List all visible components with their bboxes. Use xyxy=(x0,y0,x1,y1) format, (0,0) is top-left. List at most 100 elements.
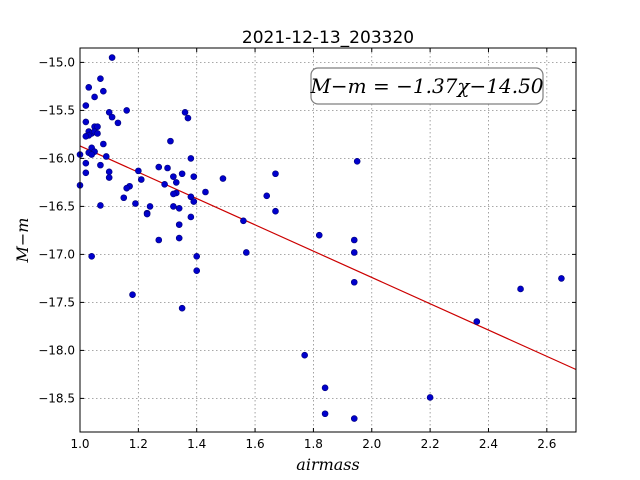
y-tick-label: −16.5 xyxy=(38,199,75,213)
data-point xyxy=(272,207,279,215)
annotation-box xyxy=(310,67,544,105)
data-point xyxy=(190,173,198,180)
data-point xyxy=(170,173,177,180)
data-point xyxy=(315,231,323,239)
data-point xyxy=(240,217,247,225)
y-tick-label: −18.5 xyxy=(38,391,75,405)
data-point xyxy=(321,384,329,392)
data-point xyxy=(517,285,524,293)
x-tick-label: 2.6 xyxy=(537,437,556,451)
data-point xyxy=(155,236,163,244)
x-tick-label: 1.2 xyxy=(129,437,148,451)
x-tick-label: 2.4 xyxy=(479,437,498,451)
data-point xyxy=(473,318,481,325)
data-point xyxy=(82,159,90,167)
data-point xyxy=(164,164,171,172)
data-point xyxy=(321,410,329,418)
data-point xyxy=(132,200,139,207)
annotation-text: M−m = −1.37χ−14.50 xyxy=(309,74,543,98)
data-point xyxy=(193,267,201,275)
data-point xyxy=(202,188,209,196)
data-point xyxy=(146,203,154,210)
data-point xyxy=(105,168,113,176)
data-point xyxy=(175,221,183,228)
x-tick-label: 2.2 xyxy=(421,437,440,451)
data-point xyxy=(190,198,198,205)
x-tick-label: 2.0 xyxy=(362,437,381,451)
grid xyxy=(79,48,576,432)
data-point xyxy=(129,291,136,299)
data-point xyxy=(100,87,107,95)
y-axis-label: M−m xyxy=(13,218,32,264)
x-tick-label: 1.8 xyxy=(304,437,323,451)
data-point xyxy=(88,151,95,158)
data-point xyxy=(187,213,195,221)
data-point xyxy=(94,123,101,131)
data-point xyxy=(350,236,358,244)
data-point xyxy=(102,153,110,160)
data-point xyxy=(82,118,90,126)
x-tick-label: 1.0 xyxy=(70,437,89,451)
data-point xyxy=(114,119,122,127)
fit-annotation: M−m = −1.37χ−14.50 xyxy=(309,67,544,105)
data-point xyxy=(170,203,177,210)
data-point xyxy=(243,249,250,256)
x-axis: 1.0 1.2 1.4 1.6 1.8 2.0 2.2 2.4 2.6 xyxy=(70,48,556,451)
data-point xyxy=(175,205,183,212)
data-point xyxy=(108,113,116,121)
x-tick-label: 1.4 xyxy=(187,437,206,451)
data-point xyxy=(123,184,130,192)
data-point xyxy=(120,194,128,202)
y-tick-label: −15.5 xyxy=(38,103,75,117)
plot-frame xyxy=(79,47,577,433)
data-point xyxy=(167,137,174,145)
data-point xyxy=(105,174,113,181)
data-point xyxy=(161,181,168,188)
data-point xyxy=(181,109,189,116)
y-tick-label: −16.0 xyxy=(38,151,75,165)
data-point xyxy=(108,54,116,61)
data-point xyxy=(82,133,90,140)
data-point xyxy=(301,351,308,359)
x-axis-label: airmass xyxy=(296,455,359,474)
data-point xyxy=(219,175,227,182)
data-point xyxy=(85,84,93,91)
y-tick-label: −17.0 xyxy=(38,247,75,261)
chart-title: 2021-12-13_203320 xyxy=(242,28,414,48)
data-point xyxy=(97,161,104,169)
data-point xyxy=(82,169,90,177)
data-point xyxy=(100,140,107,148)
data-point xyxy=(187,193,195,201)
data-points xyxy=(76,54,565,422)
data-point xyxy=(137,176,145,183)
data-point xyxy=(350,249,358,256)
y-tick-label: −15.0 xyxy=(38,55,75,69)
data-point xyxy=(170,190,177,198)
data-point xyxy=(178,304,186,312)
y-tick-label: −17.5 xyxy=(38,295,75,309)
data-point xyxy=(558,275,565,282)
data-point xyxy=(105,109,113,116)
data-point xyxy=(94,130,101,137)
data-point xyxy=(123,107,130,114)
data-point xyxy=(88,253,95,260)
data-point xyxy=(272,170,279,178)
data-point xyxy=(178,170,186,178)
data-point xyxy=(91,93,98,101)
fit-line xyxy=(79,145,577,371)
data-point xyxy=(184,114,192,122)
data-point xyxy=(97,75,104,83)
data-point xyxy=(187,155,195,162)
data-point xyxy=(350,415,358,422)
data-point xyxy=(155,163,163,171)
data-point xyxy=(143,210,151,218)
y-tick-label: −18.0 xyxy=(38,343,75,357)
data-point xyxy=(172,179,180,186)
data-point xyxy=(193,253,201,260)
data-point xyxy=(353,157,361,165)
data-point xyxy=(263,192,271,200)
data-point xyxy=(135,167,142,175)
data-point xyxy=(82,102,90,109)
fit-line-group xyxy=(79,145,577,371)
